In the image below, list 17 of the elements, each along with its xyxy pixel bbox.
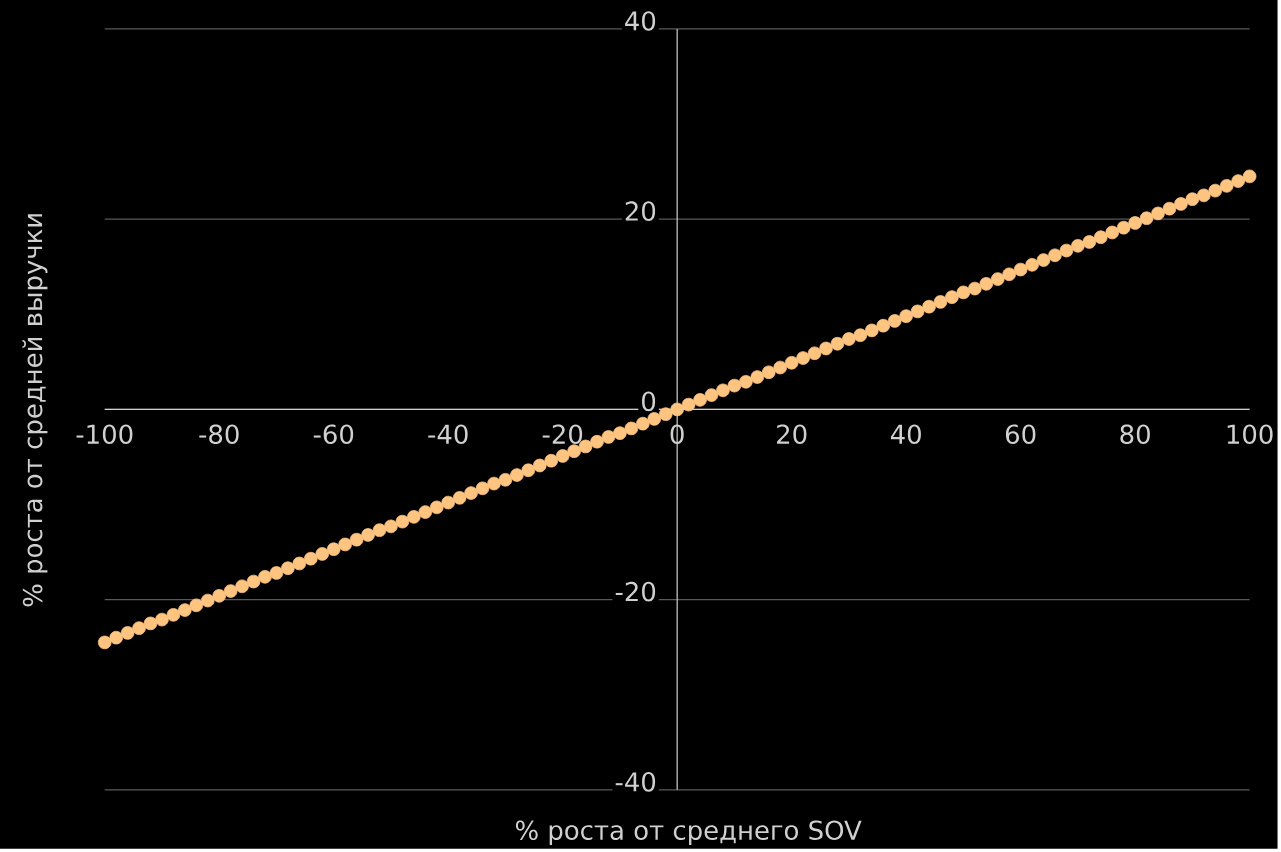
y-tick-label: -40: [615, 772, 656, 792]
x-tick-label: 100: [1227, 424, 1273, 445]
y-axis-title: % роста от средней выручки: [22, 214, 48, 607]
x-tick-label: 80: [1120, 424, 1150, 445]
x-tick-label: 40: [890, 424, 921, 445]
y-tick-label: -20: [615, 581, 656, 602]
x-tick-label: -20: [542, 424, 583, 445]
x-tick-label: -60: [313, 424, 354, 445]
x-tick-label: 60: [1005, 424, 1036, 445]
x-tick-label: -80: [199, 424, 239, 445]
x-tick-label: -100: [76, 424, 133, 445]
x-axis-title: % роста от среднего SOV: [515, 820, 862, 846]
x-tick-label: 20: [777, 424, 807, 445]
y-tick-label: 0: [642, 391, 656, 412]
x-tick-label: -40: [428, 424, 468, 445]
y-tick-label: 40: [625, 11, 656, 31]
y-tick-label: 20: [625, 201, 656, 222]
